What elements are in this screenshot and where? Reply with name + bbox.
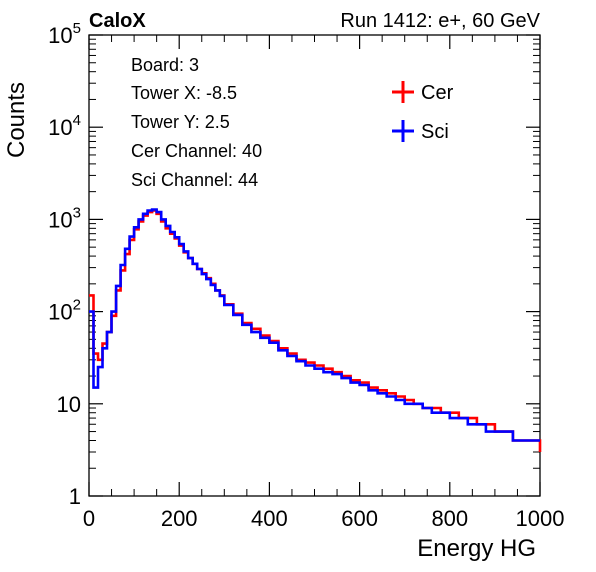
legend-sci-label: Sci [421,121,449,143]
y-tick-label: 104 [48,112,81,140]
x-tick-label: 0 [83,506,95,531]
x-tick-label: 800 [431,506,468,531]
legend: Cer Sci [392,81,454,143]
info-box: Board: 3 Tower X: -8.5 Tower Y: 2.5 Cer … [131,55,262,190]
y-tick-label: 103 [48,204,81,232]
info-cer-channel: Cer Channel: 40 [131,141,262,161]
legend-cer-label: Cer [421,82,454,104]
x-tick-label: 600 [341,506,378,531]
legend-cer-marker [392,81,414,103]
series-sci-line [89,208,540,442]
x-axis: 0 200 400 600 800 1000 [83,35,565,531]
x-tick-label: 1000 [516,506,565,531]
plot-frame [88,34,541,497]
x-axis-title: Energy HG [417,535,536,562]
series-layer [89,208,542,452]
experiment-title: CaloX [89,10,146,32]
info-sci-channel: Sci Channel: 44 [131,170,258,190]
x-tick-label: 200 [161,506,198,531]
y-tick-label: 1 [69,484,81,509]
run-info: Run 1412: e+, 60 GeV [340,10,540,32]
y-axis-title: Counts [3,82,30,158]
legend-sci-marker [392,120,414,142]
y-tick-label: 10 [57,392,81,417]
y-tick-label: 105 [48,20,81,48]
x-tick-label: 400 [251,506,288,531]
y-axis: 1 10 102 103 104 105 [48,20,540,509]
info-tower-x: Tower X: -8.5 [131,83,237,103]
info-tower-y: Tower Y: 2.5 [131,112,230,132]
info-board: Board: 3 [131,55,199,75]
y-tick-label: 102 [48,297,81,325]
